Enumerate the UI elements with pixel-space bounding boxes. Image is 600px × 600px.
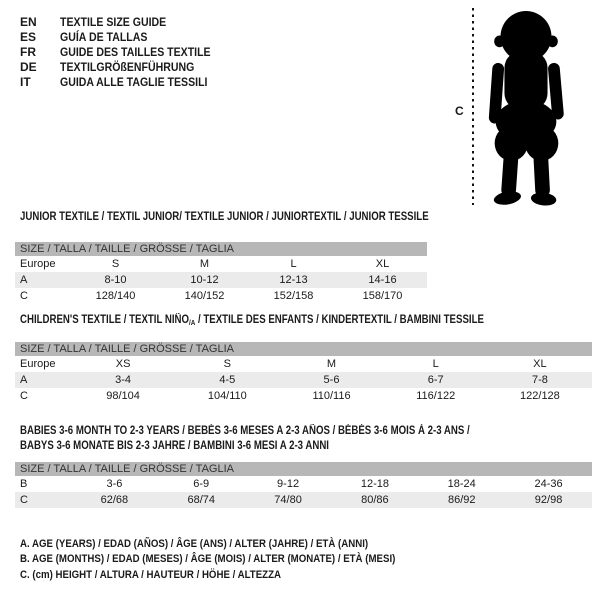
row-label: C bbox=[20, 494, 28, 506]
age-cell: 10-12 bbox=[190, 274, 219, 286]
age-cell: 6-7 bbox=[427, 374, 444, 386]
language-row-it: IT GUIDA ALLE TAGLIE TESSILI bbox=[20, 75, 231, 90]
size-header-bar: SIZE / TALLA / TAILLE / GRÖSSE / TAGLIA bbox=[15, 462, 592, 476]
age-cell: 12-13 bbox=[279, 274, 308, 286]
height-cell: 62/68 bbox=[100, 494, 129, 506]
table-row-height: C 98/104 104/110 110/116 116/122 122/128 bbox=[15, 388, 592, 404]
height-cell: 128/140 bbox=[95, 290, 136, 302]
language-title: GUÍA DE TALLAS bbox=[60, 30, 148, 44]
language-code: FR bbox=[20, 45, 36, 59]
months-cell: 9-12 bbox=[277, 478, 300, 490]
junior-section-title-text: JUNIOR TEXTILE / TEXTIL JUNIOR/ TEXTILE … bbox=[20, 211, 429, 223]
height-cell: 158/170 bbox=[362, 290, 403, 302]
language-header: EN TEXTILE SIZE GUIDE ES GUÍA DE TALLAS … bbox=[20, 15, 231, 90]
size-cell: XS bbox=[115, 358, 131, 370]
age-cell: 4-5 bbox=[219, 374, 236, 386]
children-section-title: CHILDREN'S TEXTILE / TEXTIL NIÑO/A / TEX… bbox=[20, 313, 572, 330]
size-cell: S bbox=[223, 358, 231, 370]
language-title: GUIDE DES TAILLES TEXTILE bbox=[60, 45, 211, 59]
age-cell: 8-10 bbox=[104, 274, 127, 286]
size-header-text: SIZE / TALLA / TAILLE / GRÖSSE / TAGLIA bbox=[20, 463, 234, 475]
language-title: TEXTILE SIZE GUIDE bbox=[60, 15, 167, 29]
size-header-text: SIZE / TALLA / TAILLE / GRÖSSE / TAGLIA bbox=[20, 243, 234, 255]
table-row-age: A 8-10 10-12 12-13 14-16 bbox=[15, 272, 427, 288]
size-cell: L bbox=[290, 258, 297, 270]
size-cell: XL bbox=[533, 358, 547, 370]
size-cell: S bbox=[111, 258, 120, 270]
junior-section-title: JUNIOR TEXTILE / TEXTIL JUNIOR/ TEXTILE … bbox=[20, 210, 506, 225]
row-label: Europe bbox=[20, 358, 56, 370]
language-title: TEXTILGRÖßENFÜHRUNG bbox=[60, 60, 195, 74]
nino-a-subscript: /A bbox=[189, 318, 196, 327]
height-cell: 140/152 bbox=[184, 290, 225, 302]
junior-size-table: SIZE / TALLA / TAILLE / GRÖSSE / TAGLIA … bbox=[15, 242, 427, 304]
legend-line-a: A. AGE (YEARS) / EDAD (AÑOS) / ÂGE (ANS)… bbox=[20, 537, 447, 552]
months-cell: 6-9 bbox=[193, 478, 210, 490]
height-cell: 104/110 bbox=[207, 390, 247, 402]
height-cell: 110/116 bbox=[312, 390, 351, 402]
height-cell: 86/92 bbox=[447, 494, 476, 506]
age-cell: 5-6 bbox=[323, 374, 340, 386]
baby-silhouette-image bbox=[488, 11, 564, 206]
size-cell: XL bbox=[375, 258, 390, 270]
height-cell: 74/80 bbox=[274, 494, 302, 506]
months-cell: 18-24 bbox=[447, 478, 476, 490]
age-cell: 14-16 bbox=[368, 274, 397, 286]
language-code: ES bbox=[20, 30, 37, 44]
language-code: IT bbox=[20, 75, 31, 89]
table-row-age: A 3-4 4-5 5-6 6-7 7-8 bbox=[15, 372, 592, 388]
babies-section-title-line2: BABYS 3-6 MONATE BIS 2-3 JAHRE / BAMBINI… bbox=[20, 440, 329, 452]
babies-size-table: SIZE / TALLA / TAILLE / GRÖSSE / TAGLIA … bbox=[15, 462, 592, 508]
row-label: C bbox=[20, 390, 28, 402]
height-cell: 92/98 bbox=[534, 494, 563, 506]
size-cell: M bbox=[326, 358, 337, 370]
row-label: Europe bbox=[20, 258, 56, 270]
table-row-height: C 128/140 140/152 152/158 158/170 bbox=[15, 288, 427, 304]
size-header-bar: SIZE / TALLA / TAILLE / GRÖSSE / TAGLIA bbox=[15, 342, 592, 356]
legend-line-b: B. AGE (MONTHS) / EDAD (MESES) / ÂGE (MO… bbox=[20, 552, 447, 567]
language-row-es: ES GUÍA DE TALLAS bbox=[20, 30, 231, 45]
table-row-europe: Europe XS S M L XL bbox=[15, 356, 592, 372]
height-cell: 68/74 bbox=[187, 494, 215, 506]
language-code: DE bbox=[20, 60, 37, 74]
months-cell: 3-6 bbox=[106, 478, 123, 490]
height-cell: 152/158 bbox=[273, 290, 314, 302]
size-cell: L bbox=[432, 358, 439, 370]
row-label: B bbox=[20, 478, 28, 490]
babies-section-title-line1: BABIES 3-6 MONTH TO 2-3 YEARS / BEBÉS 3-… bbox=[20, 425, 470, 437]
language-title: GUIDA ALLE TAGLIE TESSILI bbox=[60, 75, 208, 89]
measurement-legend: A. AGE (YEARS) / EDAD (AÑOS) / ÂGE (ANS)… bbox=[20, 537, 447, 583]
months-cell: 12-18 bbox=[360, 478, 389, 490]
table-row-height: C 62/68 68/74 74/80 80/86 86/92 92/98 bbox=[15, 492, 592, 508]
height-cell: 116/122 bbox=[416, 390, 456, 402]
height-measure-label: C bbox=[455, 104, 464, 118]
table-row-europe: Europe S M L XL bbox=[15, 256, 427, 272]
age-cell: 3-4 bbox=[115, 374, 132, 386]
legend-line-c: C. (cm) HEIGHT / ALTURA / HAUTEUR / HÖHE… bbox=[20, 568, 447, 583]
children-section-title-text: CHILDREN'S TEXTILE / TEXTIL NIÑO/A / TEX… bbox=[20, 314, 484, 327]
row-label: A bbox=[20, 274, 28, 286]
legend-text: B. AGE (MONTHS) / EDAD (MESES) / ÂGE (MO… bbox=[20, 553, 396, 566]
row-label: A bbox=[20, 374, 28, 386]
language-row-de: DE TEXTILGRÖßENFÜHRUNG bbox=[20, 60, 231, 75]
row-label: C bbox=[20, 290, 28, 302]
legend-text: A. AGE (YEARS) / EDAD (AÑOS) / ÂGE (ANS)… bbox=[20, 538, 369, 550]
size-cell: M bbox=[199, 258, 210, 270]
language-code: EN bbox=[20, 15, 37, 29]
height-measure-dotted-line bbox=[472, 8, 474, 205]
age-cell: 7-8 bbox=[531, 374, 548, 386]
height-cell: 122/128 bbox=[520, 390, 560, 402]
language-row-fr: FR GUIDE DES TAILLES TEXTILE bbox=[20, 45, 231, 60]
size-header-bar: SIZE / TALLA / TAILLE / GRÖSSE / TAGLIA bbox=[15, 242, 427, 256]
children-size-table: SIZE / TALLA / TAILLE / GRÖSSE / TAGLIA … bbox=[15, 342, 592, 404]
size-header-text: SIZE / TALLA / TAILLE / GRÖSSE / TAGLIA bbox=[20, 343, 234, 355]
months-cell: 24-36 bbox=[534, 478, 563, 490]
height-cell: 80/86 bbox=[361, 494, 389, 506]
language-row-en: EN TEXTILE SIZE GUIDE bbox=[20, 15, 231, 30]
legend-text: C. (cm) HEIGHT / ALTURA / HAUTEUR / HÖHE… bbox=[20, 568, 282, 581]
babies-section-title: BABIES 3-6 MONTH TO 2-3 YEARS / BEBÉS 3-… bbox=[20, 424, 555, 454]
height-cell: 98/104 bbox=[106, 390, 140, 402]
table-row-months: B 3-6 6-9 9-12 12-18 18-24 24-36 bbox=[15, 476, 592, 492]
